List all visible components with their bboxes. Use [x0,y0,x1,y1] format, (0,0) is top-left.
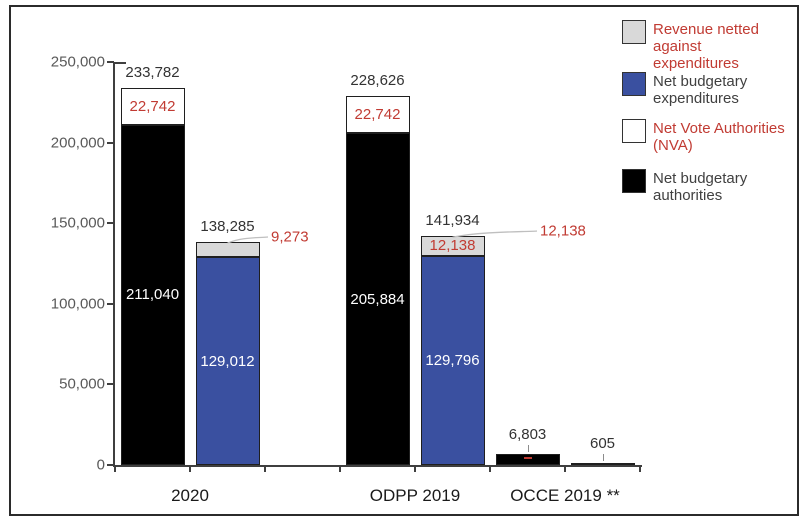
net-vote-authorities-swatch [622,119,646,143]
x-axis-line [113,465,643,467]
x-tick [489,467,491,472]
y-tick-label: 0 [96,456,105,474]
net-budgetary-authorities-swatch [622,169,646,193]
y-tick-label: 50,000 [59,375,105,393]
bar-total-label: 141,934 [425,212,480,230]
x-tick [339,467,341,472]
revenue-netted-swatch [622,20,646,44]
legend-item-revenue-netted: Revenue netted against expenditures [622,20,800,72]
nva-red-mark [523,456,532,459]
bar-segment: 12,138 [420,236,485,256]
bar-total-label: 228,626 [350,72,405,90]
bar-total-label: 233,782 [125,64,180,82]
x-tick [189,467,191,472]
bar-segment: 129,796 [420,255,485,465]
legend-item-label: Net Vote Authorities (NVA) [653,120,785,154]
bar-segment [570,463,635,465]
y-tick [107,141,114,144]
bar-segment-value-label: 129,012 [200,352,255,370]
bar-segment: 22,742 [120,88,185,125]
x-tick [114,467,116,472]
x-tick [564,467,566,472]
legend-item-label: Net budgetary expenditures [653,73,748,107]
x-category-label: 2020 [171,486,209,505]
y-tick-label: 250,000 [50,53,105,71]
y-tick [107,222,114,225]
bar-segment-value-label: 22,742 [129,97,176,115]
y-tick-label: 100,000 [50,295,105,313]
bar-segment [495,454,560,465]
x-category-label: ODPP 2019 [369,486,461,505]
legend-item-label: Net budgetary authorities [653,170,748,204]
bar-total-label: 138,285 [200,218,255,236]
y-axis-top-tick [115,62,126,64]
callout-value-label: 9,273 [271,228,309,246]
y-tick [107,302,114,305]
bar-segment-value-label: 12,138 [429,237,476,255]
bar-segment-value-label: 22,742 [354,106,401,124]
y-axis-line [113,62,115,467]
bar-segment-value-label: 211,040 [125,286,180,304]
bar-segment: 22,742 [345,96,410,134]
callout-value-label: 12,138 [540,222,586,240]
x-tick [264,467,266,472]
legend-item-net-vote-authorities: Net Vote Authorities (NVA) [622,119,800,154]
x-category-label: OCCE 2019 ** [510,486,620,505]
chart-frame [9,5,799,516]
y-tick-label: 200,000 [50,134,105,152]
bar-segment-value-label: 205,884 [350,290,405,308]
net-budgetary-expenditures-swatch [622,72,646,96]
y-tick [107,61,114,63]
total-leader-line [602,454,604,461]
legend-item-net-budgetary-expenditures: Net budgetary expenditures [622,72,800,107]
y-tick [107,383,114,386]
bar-segment: 129,012 [195,257,260,465]
bar-segment-value-label: 129,796 [425,351,480,369]
bar-total-label: 6,803 [508,426,547,444]
legend-item-net-budgetary-authorities: Net budgetary authorities [622,169,800,204]
bar-segment: 211,040 [120,124,185,465]
bar-segment: 205,884 [345,133,410,465]
x-tick [414,467,416,472]
legend-item-label: Revenue netted against expenditures [653,21,759,72]
y-tick-label: 150,000 [50,214,105,232]
bar-total-label: 605 [589,435,616,452]
total-leader-line [527,445,529,453]
x-tick [639,467,641,472]
bar-segment [195,242,260,258]
y-tick [107,464,114,466]
